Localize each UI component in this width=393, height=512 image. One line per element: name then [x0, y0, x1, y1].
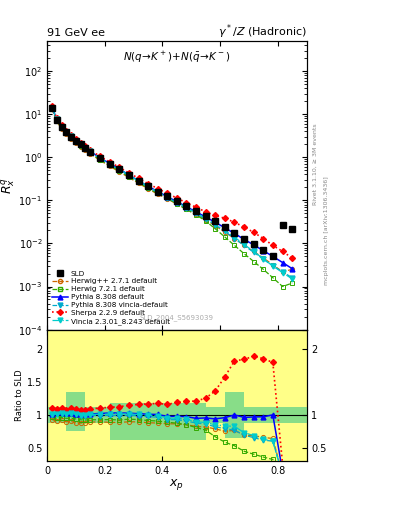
Text: $\gamma^*/Z$ (Hadronic): $\gamma^*/Z$ (Hadronic)	[218, 23, 307, 41]
X-axis label: $x_p$: $x_p$	[169, 477, 184, 492]
Y-axis label: $R^q_x$: $R^q_x$	[0, 177, 17, 194]
Legend: SLD, Herwig++ 2.7.1 default, Herwig 7.2.1 default, Pythia 8.308 default, Pythia : SLD, Herwig++ 2.7.1 default, Herwig 7.2.…	[51, 269, 172, 326]
Text: SLD_2004_S5693039: SLD_2004_S5693039	[140, 314, 214, 321]
Y-axis label: Ratio to SLD: Ratio to SLD	[15, 369, 24, 421]
Text: Rivet 3.1.10, ≥ 3M events: Rivet 3.1.10, ≥ 3M events	[312, 123, 318, 205]
Text: $N(q\!\rightarrow\! K^+)\!+\!N(\bar{q}\!\rightarrow\! K^-)$: $N(q\!\rightarrow\! K^+)\!+\!N(\bar{q}\!…	[123, 50, 231, 65]
Text: mcplots.cern.ch [arXiv:1306.3436]: mcplots.cern.ch [arXiv:1306.3436]	[324, 176, 329, 285]
Text: 91 GeV ee: 91 GeV ee	[47, 28, 105, 37]
